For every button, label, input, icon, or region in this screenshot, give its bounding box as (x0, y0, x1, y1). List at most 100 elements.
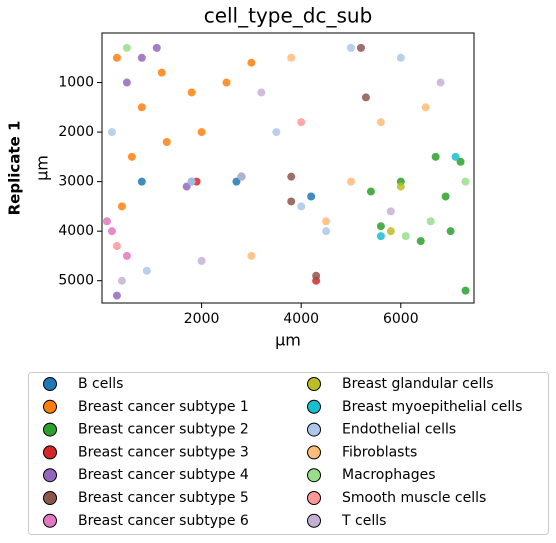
cell-point (237, 172, 246, 181)
cell-point (102, 217, 111, 226)
legend-label: T cells (341, 513, 386, 529)
legend-label: Breast myoepithelial cells (342, 399, 522, 415)
legend-marker (43, 491, 57, 505)
legend-label: Breast cancer subtype 5 (78, 490, 249, 506)
chart-title: cell_type_dc_sub (204, 4, 373, 28)
cell-point (361, 93, 370, 102)
legend-label: B cells (78, 376, 123, 392)
legend-label: Breast cancer subtype 6 (78, 513, 249, 529)
legend-label: Breast cancer subtype 3 (78, 444, 249, 460)
cell-point (322, 227, 331, 236)
cell-point (386, 207, 395, 216)
cell-point (112, 291, 121, 300)
cell-point (142, 266, 151, 275)
cell-point (287, 53, 296, 62)
legend-marker (43, 468, 57, 483)
y-axis-label: μm (33, 155, 52, 181)
cell-point (426, 217, 435, 226)
x-axis-label: μm (275, 331, 301, 350)
cell-point (122, 251, 131, 260)
cell-point (122, 78, 131, 87)
cell-point (247, 251, 256, 260)
y-tick-label: 5000 (58, 273, 94, 289)
cell-point (152, 43, 161, 52)
cell-point (312, 271, 321, 280)
cell-point (112, 242, 121, 251)
cell-point (376, 222, 385, 231)
legend-marker (307, 513, 321, 528)
cell-point (112, 53, 121, 62)
cell-point (247, 58, 256, 67)
cell-point (197, 128, 206, 137)
cell-point (346, 43, 355, 52)
cell-point (461, 286, 470, 295)
cell-point (396, 182, 405, 191)
cell-point (421, 103, 430, 112)
x-tick-label: 6000 (383, 311, 419, 327)
axes-frame (101, 32, 475, 304)
cell-point (416, 237, 425, 246)
cell-point (287, 197, 296, 206)
cell-point (287, 172, 296, 181)
cell-point (127, 152, 136, 161)
legend-label: Breast cancer subtype 2 (78, 422, 249, 438)
legend-marker (307, 445, 321, 460)
legend-marker (307, 491, 321, 505)
legend-marker (43, 445, 57, 460)
legend-label: Endothelial cells (342, 422, 456, 438)
cell-point (117, 202, 126, 211)
legend-label: Breast glandular cells (342, 376, 494, 392)
legend-marker (307, 399, 321, 414)
cell-point (386, 227, 395, 236)
cell-point (157, 68, 166, 77)
cell-point (356, 43, 365, 52)
y-tick-label: 1000 (58, 75, 94, 91)
legend-marker (43, 422, 57, 437)
cell-point (137, 177, 146, 186)
cell-point (187, 88, 196, 97)
x-tick-label: 4000 (283, 311, 319, 327)
plot-area (102, 43, 470, 300)
cell-point (446, 227, 455, 236)
cell-point (187, 177, 196, 186)
cell-point (456, 157, 465, 166)
cell-point (322, 217, 331, 226)
y-tick-label: 4000 (58, 223, 94, 239)
x-tick-label: 2000 (184, 311, 220, 327)
cell-point (257, 88, 266, 97)
legend-label: Breast cancer subtype 4 (78, 467, 249, 483)
cell-point (162, 137, 171, 146)
cell-point (461, 177, 470, 186)
legend-marker (43, 377, 57, 391)
cell-point (366, 187, 375, 196)
legend-marker (307, 422, 321, 437)
cell-point (182, 182, 191, 191)
legend-label: Macrophages (342, 467, 436, 483)
legend-marker (43, 513, 57, 528)
legend-box (28, 372, 549, 535)
cell-point (232, 177, 241, 186)
legend-marker (43, 399, 57, 414)
cell-point (122, 43, 131, 52)
cell-point (451, 152, 460, 161)
row-label: Replicate 1 (6, 121, 24, 216)
cell-point (297, 118, 306, 127)
cell-point (107, 227, 116, 236)
cell-point (197, 256, 206, 265)
y-tick-label: 3000 (58, 174, 94, 190)
cell-point (436, 78, 445, 87)
legend-marker (307, 468, 321, 483)
cell-point (137, 103, 146, 112)
cell-point (107, 128, 116, 137)
cell-point (346, 177, 355, 186)
cell-point (376, 118, 385, 127)
legend-label: Fibroblasts (342, 444, 417, 460)
cell-point (396, 53, 405, 62)
cell-point (307, 192, 316, 201)
cell-point (222, 78, 231, 87)
legend-marker (307, 377, 321, 391)
cell-point (137, 53, 146, 62)
cell-point (297, 202, 306, 211)
cell-point (376, 232, 385, 241)
